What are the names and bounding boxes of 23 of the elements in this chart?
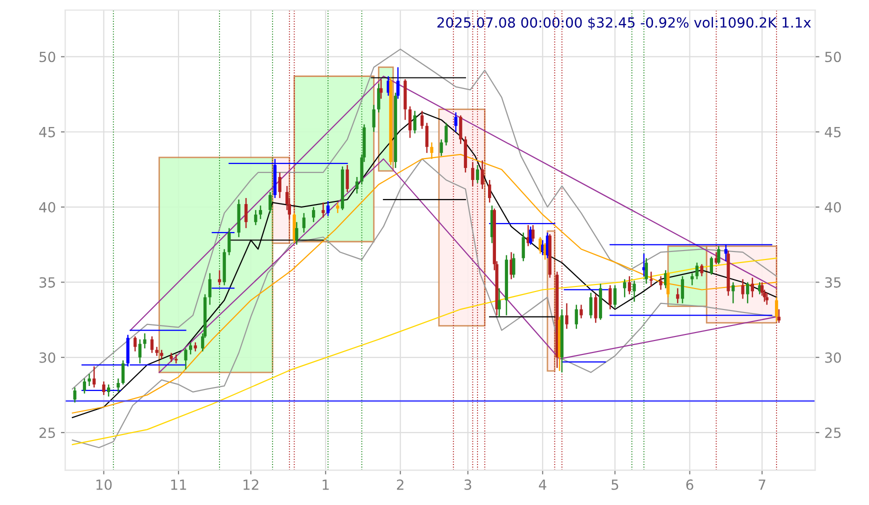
y-tick-label: 45 [39,127,55,138]
y2-tick-label: 25 [825,428,841,438]
x-tick-label: 10 [96,479,112,490]
y2-tick-label: 50 [825,52,841,62]
x-tick-label: 4 [538,480,546,490]
x-tick-label: 3 [464,479,472,490]
y-tick-label: 35 [40,277,55,288]
y-tick-label: 40 [39,202,56,213]
y-tick-label: 30 [40,352,56,363]
x-tick-label: 6 [686,479,694,490]
x-tick-label: 7 [758,480,766,490]
chart-title: 2025.07.08 00:00:00 $32.45 -0.92% vol:1090.2K 1.1x [437,17,811,30]
x-tick-label: 1 [322,480,329,490]
y-tick-label: 50 [40,52,56,62]
y2-tick-label: 45 [824,127,841,138]
y2-tick-label: 30 [825,352,841,363]
x-tick-label: 2 [396,479,404,490]
x-tick-label: 5 [612,480,618,490]
y2-tick-label: 35 [825,277,841,288]
x-tick-label: 11 [171,480,186,490]
x-tick-label: 12 [244,479,258,490]
y2-tick-label: 40 [824,202,841,213]
y-tick-label: 25 [39,428,55,438]
